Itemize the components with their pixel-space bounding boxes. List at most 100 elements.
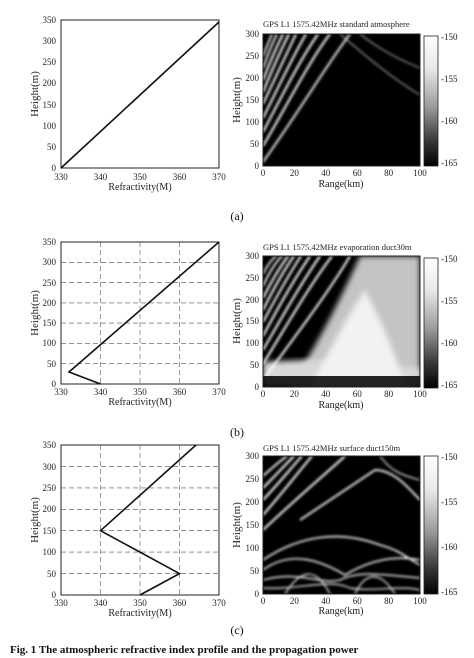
colorbar-tick: -150 [441, 32, 458, 42]
x-tick-label: 0 [261, 596, 266, 606]
y-tick-label: 50 [250, 566, 260, 576]
x-tick-label: 20 [290, 168, 300, 178]
panel-label-a: (a) [230, 209, 244, 223]
x-tick-label: 60 [353, 168, 363, 178]
colorbar-b: -150 -155 -160 -165 [423, 254, 458, 390]
y-tick-label: 150 [43, 526, 57, 536]
y-tick-label: 350 [43, 15, 57, 25]
y-tick-label: 200 [246, 497, 260, 507]
x-axis-label: Range(km) [319, 400, 364, 411]
grid-c [61, 445, 219, 595]
colorbar-tick: -155 [441, 296, 458, 306]
colorbar-tick: -165 [441, 380, 458, 390]
y-tick-label: 300 [43, 257, 57, 267]
y-tick-label: 50 [250, 360, 260, 370]
grid-b [61, 242, 219, 384]
profile-plot-a: 330 340 350 360 370 0 50 100 150 200 250… [29, 15, 226, 193]
x-tick-label: 370 [212, 387, 226, 397]
y-tick-label: 0 [255, 161, 260, 171]
y-axis-label: Height(m) [29, 290, 41, 336]
refractivity-profile-line [99, 444, 197, 596]
y-tick-label: 250 [246, 51, 260, 61]
y-ticks-map-c: 0 50 100 150 200 250 300 [246, 451, 260, 599]
y-axis-label: Height(m) [231, 502, 243, 548]
y-tick-label: 250 [246, 474, 260, 484]
propagation-map-b: GPS L1 1575.42MHz evaporation duct30m 0 [231, 242, 458, 411]
x-tick-label: 330 [54, 598, 68, 608]
x-tick-label: 40 [321, 168, 331, 178]
y-ticks-b: 0 50 100 150 200 250 300 350 [43, 237, 57, 389]
y-tick-label: 200 [43, 78, 57, 88]
x-ticks-map-a: 0 20 40 60 80 100 [261, 168, 428, 178]
colorbar-tick: -160 [441, 338, 458, 348]
x-tick-label: 100 [413, 168, 427, 178]
x-tick-label: 40 [321, 596, 331, 606]
colorbar-a: -150 -155 -160 -165 [423, 32, 458, 168]
x-axis-label: Refractivity(M) [108, 397, 171, 408]
colorbar-tick: -155 [441, 74, 458, 84]
colorbar-tick: -160 [441, 116, 458, 126]
x-tick-label: 20 [290, 389, 300, 399]
map-title: GPS L1 1575.42MHz surface duct150m [263, 443, 401, 453]
colorbar-tick: -165 [441, 158, 458, 168]
refractivity-profile-line [60, 21, 220, 169]
refractivity-profile-line [67, 241, 220, 385]
y-tick-label: 300 [246, 251, 260, 261]
y-tick-label: 0 [52, 590, 57, 600]
y-tick-label: 250 [43, 278, 57, 288]
y-tick-label: 100 [43, 121, 57, 131]
x-ticks-b: 330 340 350 360 370 [54, 387, 226, 397]
colorbar-tick: -160 [441, 542, 458, 552]
y-tick-label: 300 [43, 462, 57, 472]
colorbar-tick: -150 [441, 254, 458, 264]
y-tick-label: 50 [47, 142, 57, 152]
x-tick-label: 80 [384, 596, 394, 606]
x-ticks-a: 330 340 350 360 370 [54, 172, 226, 182]
colorbar-tick: -165 [441, 587, 458, 597]
y-tick-label: 250 [246, 273, 260, 283]
x-tick-label: 350 [133, 598, 147, 608]
x-tick-label: 0 [261, 389, 266, 399]
x-axis-label: Range(km) [319, 606, 364, 617]
x-tick-label: 330 [54, 387, 68, 397]
x-tick-label: 60 [353, 596, 363, 606]
x-tick-label: 340 [94, 172, 108, 182]
figure-caption: Fig. 1 The atmospheric refractive index … [10, 644, 359, 656]
x-tick-label: 0 [261, 168, 266, 178]
panel-label-c: (c) [230, 623, 244, 637]
y-tick-label: 50 [47, 359, 57, 369]
x-tick-label: 20 [290, 596, 300, 606]
x-tick-label: 60 [353, 389, 363, 399]
colorbar-tick: -155 [441, 497, 458, 507]
y-tick-label: 200 [246, 295, 260, 305]
y-tick-label: 150 [246, 95, 260, 105]
y-tick-label: 0 [255, 589, 260, 599]
propagation-map-a: GPS L1 1575.42MHz standard atmosphere 0 … [231, 19, 458, 190]
y-tick-label: 350 [43, 440, 57, 450]
y-tick-label: 250 [43, 57, 57, 67]
y-tick-label: 100 [43, 547, 57, 557]
y-tick-label: 100 [246, 338, 260, 348]
y-tick-label: 250 [43, 483, 57, 493]
map-title: GPS L1 1575.42MHz evaporation duct30m [263, 242, 412, 252]
profile-plot-c: 330 340 350 360 370 0 50 100 150 200 250… [29, 440, 226, 619]
y-tick-label: 200 [246, 73, 260, 83]
y-tick-label: 100 [246, 117, 260, 127]
y-axis-label: Height(m) [231, 77, 243, 123]
y-tick-label: 0 [52, 163, 57, 173]
x-ticks-c: 330 340 350 360 370 [54, 598, 226, 608]
y-tick-label: 0 [52, 379, 57, 389]
y-tick-label: 150 [43, 318, 57, 328]
x-tick-label: 340 [94, 387, 108, 397]
y-ticks-a: 0 50 100 150 200 250 300 350 [43, 15, 57, 173]
y-tick-label: 100 [43, 338, 57, 348]
profile-plot-b: 330 340 350 360 370 0 50 100 150 200 250… [29, 237, 226, 408]
x-tick-label: 40 [321, 389, 331, 399]
x-tick-label: 330 [54, 172, 68, 182]
x-tick-label: 80 [384, 168, 394, 178]
x-tick-label: 80 [384, 389, 394, 399]
y-tick-label: 350 [43, 237, 57, 247]
y-ticks-map-a: 0 50 100 150 200 250 300 [246, 29, 260, 171]
y-tick-label: 200 [43, 504, 57, 514]
propagation-map-c: GPS L1 1575.42MHz surface duct150m 0 20 … [231, 443, 458, 617]
